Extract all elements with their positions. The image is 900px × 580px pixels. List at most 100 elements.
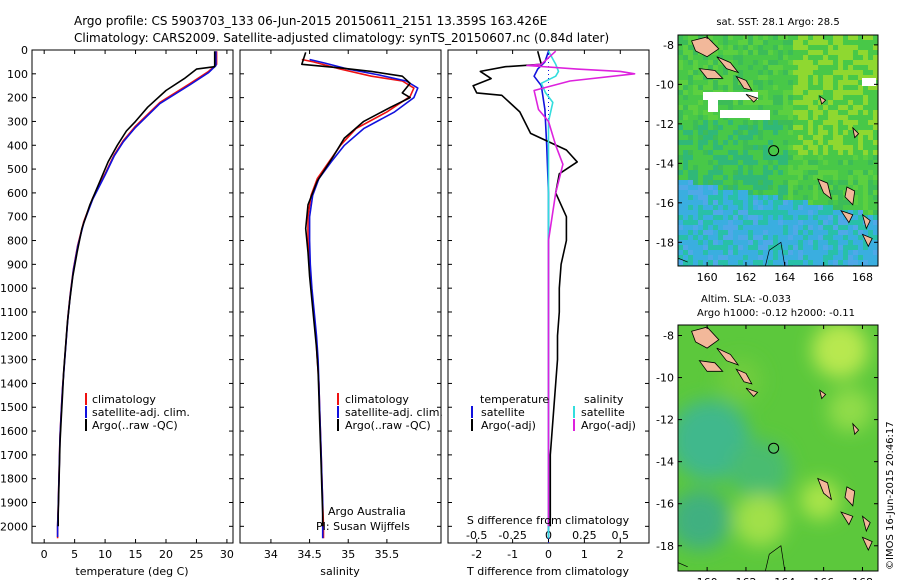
sst-cell [858,240,863,245]
sst-cell [698,140,703,145]
sst-cell [803,160,808,165]
sst-cell [708,215,713,220]
sst-cell [773,245,778,250]
sst-cell [688,235,693,240]
sst-cell [678,225,683,230]
sst-cell [743,195,748,200]
sst-cell [853,120,858,125]
sst-cell [858,135,863,140]
sst-cell [793,170,798,175]
sst-cell [718,245,723,250]
sst-cell [858,220,863,225]
sst-cell [803,255,808,260]
reef-contour [765,545,786,571]
sst-cell [693,225,698,230]
sst-cell [768,125,773,130]
sst-cell [733,170,738,175]
sst-cell [808,90,813,95]
sst-cell [708,185,713,190]
sst-cell [838,70,843,75]
sst-cell [778,210,783,215]
sst-cell [763,210,768,215]
sst-cell [688,240,693,245]
sst-cell [738,220,743,225]
sst-cell [803,75,808,80]
sst-cell [788,80,793,85]
sst-cell [828,215,833,220]
sst-cell [713,230,718,235]
sst-cell [758,190,763,195]
y-tick-label: 400 [7,139,28,152]
sst-cell [843,130,848,135]
sst-cell [833,220,838,225]
sst-cell [678,180,683,185]
sst-cell [723,215,728,220]
sst-cell [738,60,743,65]
x-tick-label: 10 [98,548,112,561]
sst-cell [748,45,753,50]
sst-cell [803,60,808,65]
sst-cell [763,95,768,100]
sst-cell [703,75,708,80]
legend-header-temperature: temperature [480,393,549,406]
sst-cell [723,35,728,40]
sst-cell [678,210,683,215]
sst-cell [848,45,853,50]
sst-cell [738,235,743,240]
sst-cell [788,95,793,100]
sst-cell [853,180,858,185]
sst-cell [768,235,773,240]
sst-cell [793,190,798,195]
sst-cell [753,225,758,230]
sst-cell [773,220,778,225]
x2-tick-label: 0.5 [612,529,630,542]
sst-cell [723,75,728,80]
map-x-tick-label: 168 [852,271,873,284]
sst-cell [753,40,758,45]
sst-cell [683,155,688,160]
sst-cell [743,190,748,195]
temperature-panel-frame [31,49,234,544]
sst-cell [853,260,858,265]
sst-cell [718,165,723,170]
sst-cell [718,255,723,260]
sst-cell [713,220,718,225]
sst-cell [758,195,763,200]
sst-cell [758,45,763,50]
sst-cell [858,225,863,230]
sst-cell [833,170,838,175]
sst-cell [818,230,823,235]
sst-cell [768,100,773,105]
sst-cell [828,260,833,265]
sst-cell [853,110,858,115]
sst-cell [773,210,778,215]
sst-cell [838,45,843,50]
sst-cell [733,185,738,190]
sst-cell [703,210,708,215]
sst-cell [783,70,788,75]
sst-cell [718,60,723,65]
sst-cell [783,40,788,45]
sst-cell [868,215,873,220]
sst-cell [733,175,738,180]
sst-cell [698,240,703,245]
sst-cell [818,185,823,190]
sst-cell [773,35,778,40]
sst-cell [758,250,763,255]
sst-cell [833,115,838,120]
y-tick-label: 100 [7,68,28,81]
sst-cell [853,90,858,95]
sst-cell [793,225,798,230]
sst-cell [793,215,798,220]
sst-cell [813,255,818,260]
sst-cell [828,205,833,210]
sst-cell [728,225,733,230]
sst-cell [813,240,818,245]
sst-cell [823,120,828,125]
sst-cell [693,210,698,215]
sst-cell [688,140,693,145]
sst-cell [828,250,833,255]
sst-cell [708,220,713,225]
sst-cell [778,45,783,50]
sst-cell [738,100,743,105]
